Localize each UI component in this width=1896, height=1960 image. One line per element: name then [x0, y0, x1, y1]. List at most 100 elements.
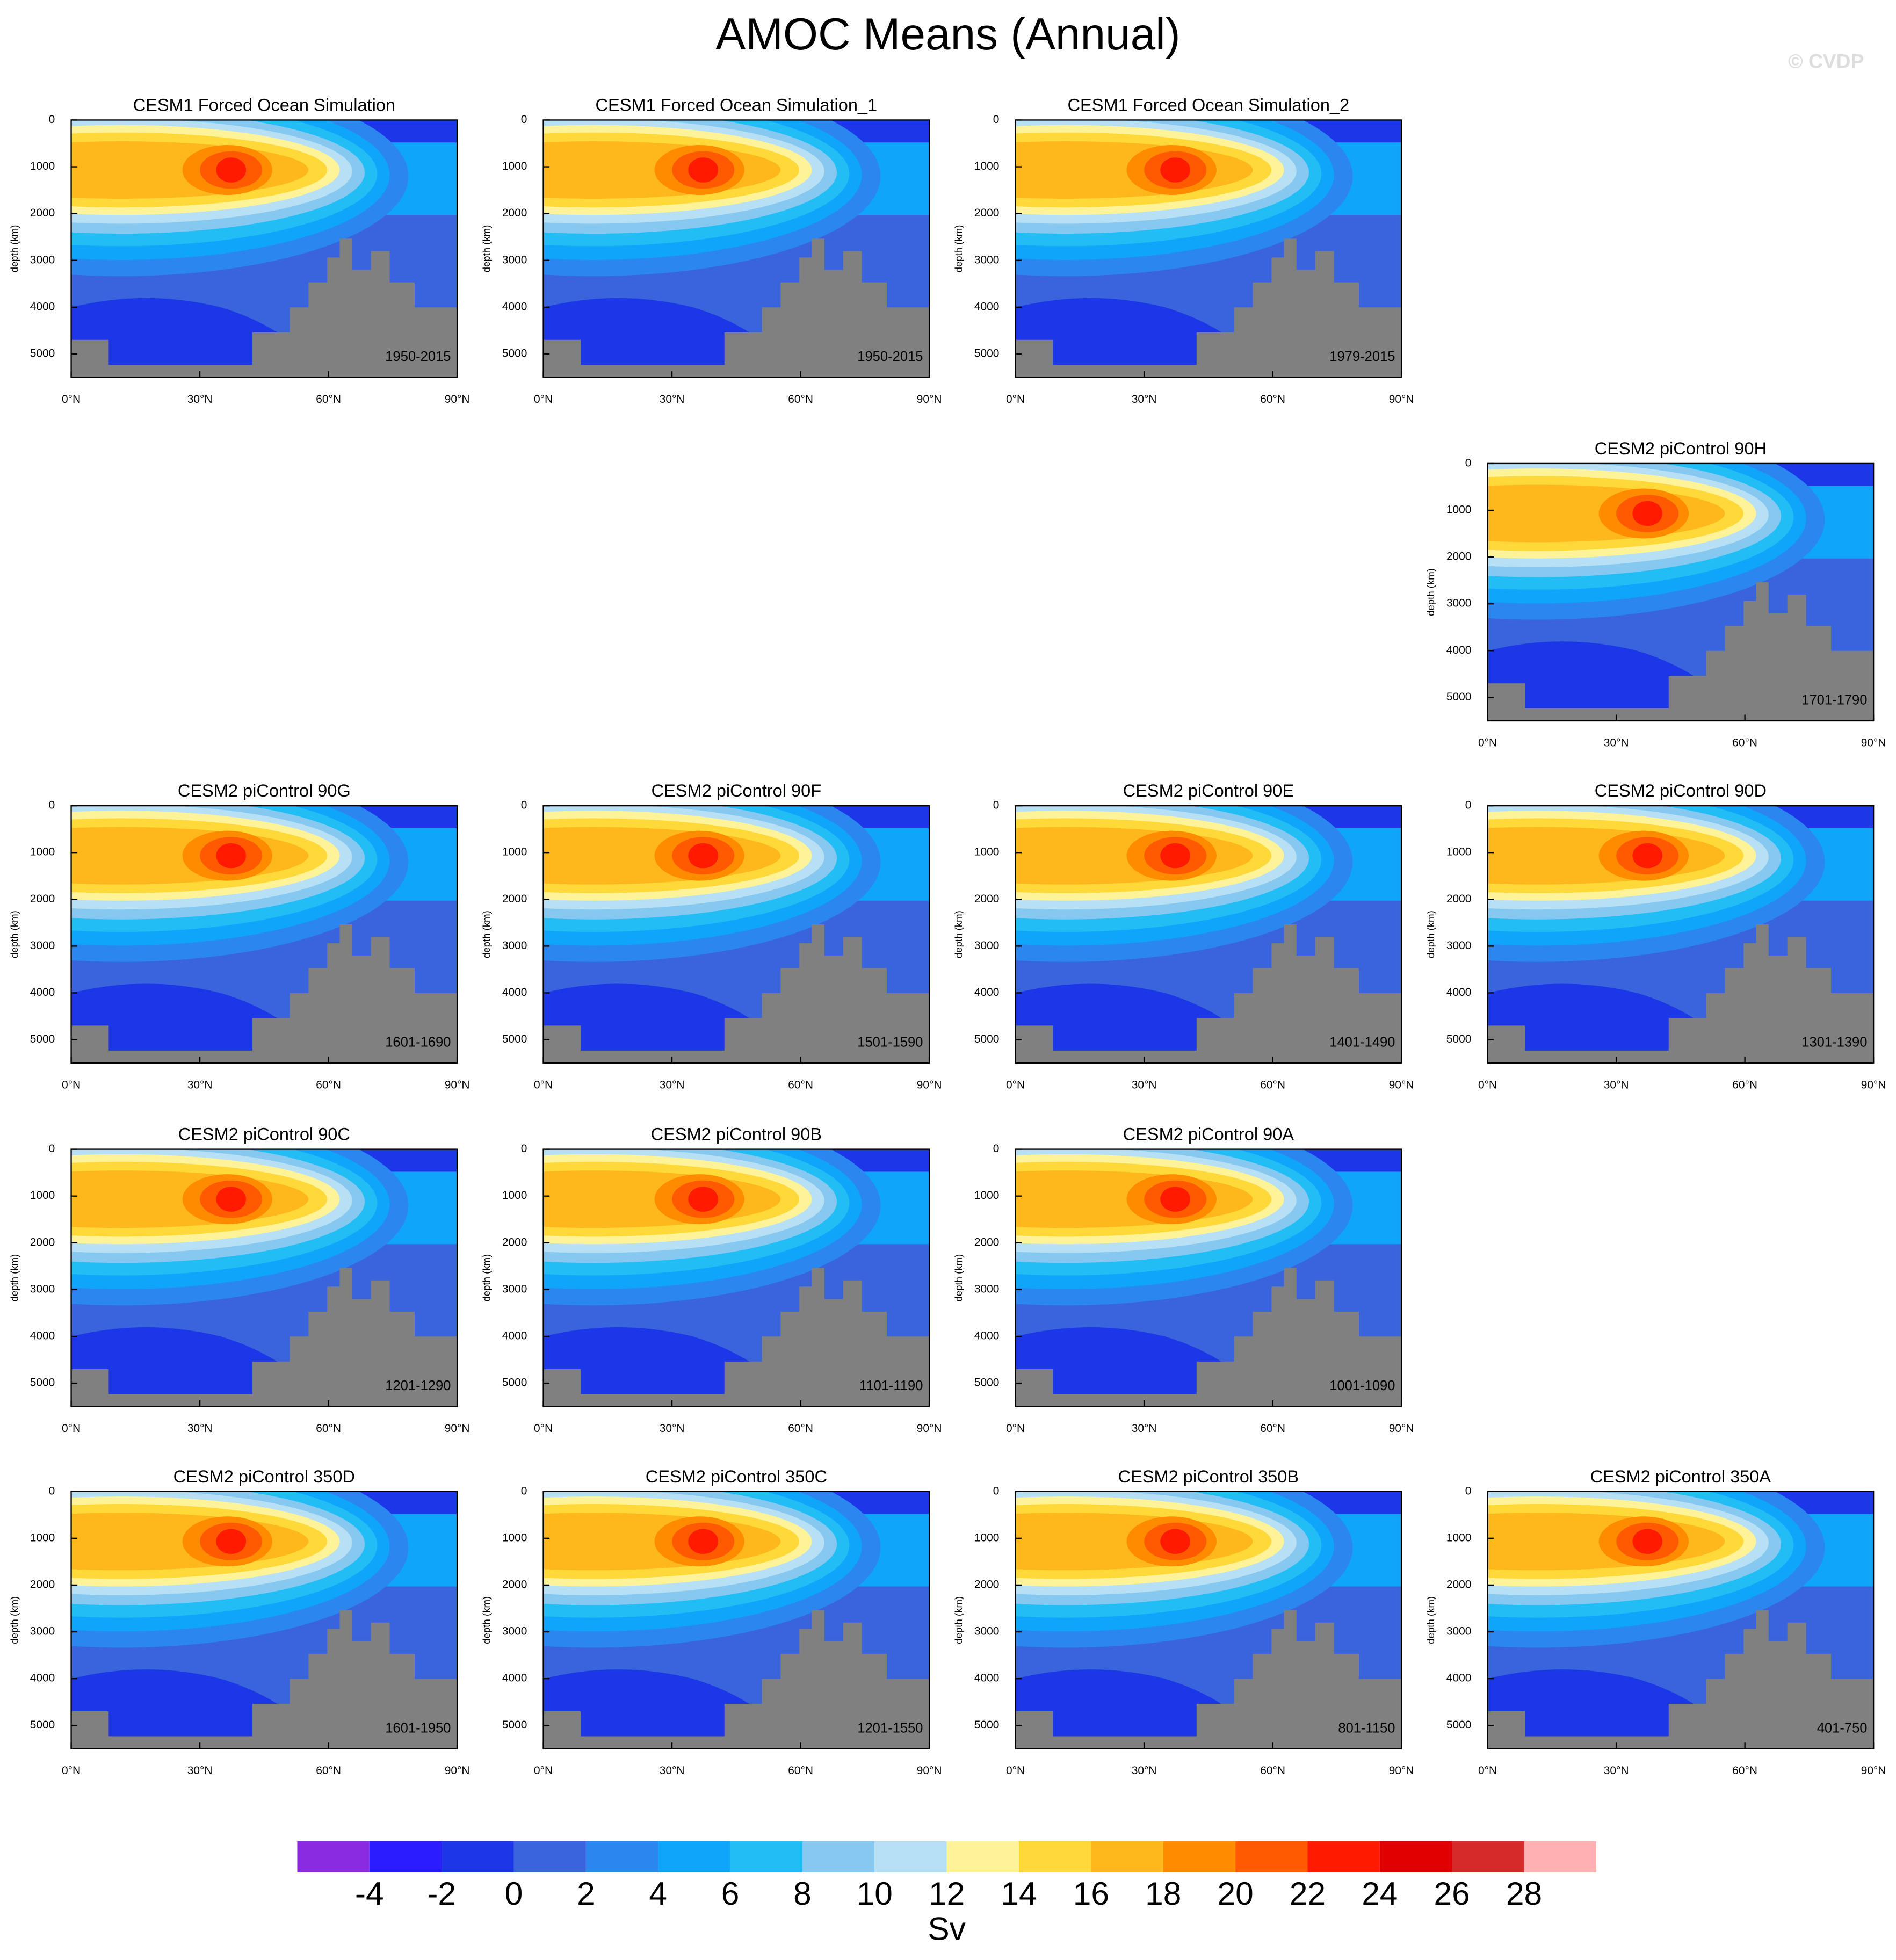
- y-tick-label: 0: [49, 799, 55, 812]
- x-tick-label: 90°N: [1389, 1079, 1414, 1091]
- contour-field: [71, 1491, 458, 1749]
- panel-title: CESM2 piControl 90H: [1595, 439, 1767, 458]
- y-axis-label: depth (km): [953, 910, 964, 958]
- x-tick-label: 0°N: [1478, 736, 1497, 749]
- y-tick-label: 4000: [502, 986, 527, 999]
- panel-title: CESM2 piControl 90E: [1123, 781, 1294, 800]
- y-tick-label: 3000: [974, 254, 1000, 266]
- y-tick-label: 2000: [502, 893, 527, 905]
- x-tick-label: 30°N: [1604, 1079, 1629, 1091]
- y-tick-label: 3000: [974, 1625, 1000, 1638]
- panel-title: CESM2 piControl 350A: [1590, 1467, 1771, 1486]
- y-tick-label: 4000: [974, 1330, 1000, 1342]
- x-tick-label: 0°N: [1006, 1079, 1025, 1091]
- y-tick-label: 5000: [974, 1377, 1000, 1389]
- y-axis-label: depth (km): [481, 910, 492, 958]
- x-tick-label: 90°N: [1389, 393, 1414, 406]
- period-label: 401-750: [1817, 1720, 1868, 1735]
- y-tick-label: 1000: [30, 846, 55, 858]
- y-tick-label: 1000: [502, 160, 527, 172]
- x-tick-label: 30°N: [1132, 393, 1157, 406]
- y-tick-label: 2000: [974, 893, 1000, 905]
- x-tick-label: 90°N: [917, 1764, 942, 1777]
- colorbar-label: -4: [355, 1875, 384, 1912]
- panel: CESM2 piControl 90E 1401-1490 depth (km) 0 1…: [953, 781, 1414, 1091]
- y-tick-label: 3000: [974, 1283, 1000, 1295]
- y-tick-label: 1000: [502, 1189, 527, 1202]
- y-tick-label: 2000: [974, 1578, 1000, 1590]
- colorbar-label: 8: [793, 1875, 812, 1912]
- x-tick-label: 90°N: [1861, 1079, 1886, 1091]
- x-tick-label: 0°N: [62, 393, 81, 406]
- panel: CESM2 piControl 350C 1201-1550 depth (km) 0…: [481, 1467, 942, 1777]
- colorbar-box: [730, 1841, 802, 1873]
- y-tick-label: 5000: [1446, 1719, 1472, 1731]
- y-tick-label: 3000: [1446, 939, 1472, 952]
- y-tick-label: 4000: [30, 1330, 55, 1342]
- x-tick-label: 60°N: [1260, 1079, 1285, 1091]
- y-tick-label: 5000: [1446, 1033, 1472, 1045]
- y-tick-label: 0: [1465, 1485, 1472, 1497]
- plot-frame: [1487, 462, 1875, 722]
- colorbar-box: [1019, 1841, 1091, 1873]
- y-axis-label: depth (km): [9, 1596, 20, 1644]
- y-tick-label: 4000: [974, 986, 1000, 999]
- y-tick-label: 5000: [1446, 691, 1472, 703]
- colorbar-label: -2: [427, 1875, 456, 1912]
- colorbar-label: 12: [929, 1875, 965, 1912]
- y-tick-label: 0: [49, 1142, 55, 1155]
- period-label: 801-1150: [1338, 1720, 1395, 1735]
- x-tick-label: 0°N: [534, 1079, 553, 1091]
- panel-title: CESM2 piControl 90G: [178, 781, 351, 800]
- panel: CESM1 Forced Ocean Simulation 1950-2015 de…: [9, 95, 470, 406]
- y-tick-label: 4000: [1446, 986, 1472, 999]
- colorbar-box: [1163, 1841, 1236, 1873]
- y-axis-label: depth (km): [9, 910, 20, 958]
- panel: CESM2 piControl 350D 1601-1950 depth (km) 0…: [9, 1467, 470, 1777]
- panel: CESM2 piControl 90G 1601-1690 depth (km) 0 1…: [9, 781, 470, 1091]
- x-tick-label: 60°N: [1732, 1079, 1757, 1091]
- x-tick-label: 0°N: [62, 1422, 81, 1435]
- colorbar-label: 4: [649, 1875, 667, 1912]
- y-tick-label: 3000: [502, 939, 527, 952]
- y-tick-label: 2000: [974, 207, 1000, 219]
- panel-title: CESM1 Forced Ocean Simulation_1: [596, 95, 878, 114]
- y-tick-label: 5000: [502, 1377, 527, 1389]
- y-tick-label: 1000: [1446, 1531, 1472, 1544]
- x-tick-label: 90°N: [917, 393, 942, 406]
- y-tick-label: 3000: [974, 939, 1000, 952]
- x-tick-label: 60°N: [316, 1764, 341, 1777]
- y-tick-label: 2000: [1446, 1578, 1472, 1590]
- period-label: 1701-1790: [1801, 693, 1867, 708]
- colorbar-box: [946, 1841, 1019, 1873]
- x-tick-label: 0°N: [62, 1079, 81, 1091]
- contour-field: [71, 806, 458, 1064]
- panel-title: CESM2 piControl 90D: [1595, 781, 1767, 800]
- panel: CESM2 piControl 350A 401-750 depth (km) 0 10…: [1425, 1467, 1886, 1777]
- x-tick-label: 0°N: [534, 1422, 553, 1435]
- colorbar-box: [369, 1841, 442, 1873]
- colorbar-label: 20: [1217, 1875, 1253, 1912]
- x-tick-label: 90°N: [445, 1764, 470, 1777]
- x-tick-label: 0°N: [1006, 1764, 1025, 1777]
- plot-frame: [1015, 1148, 1402, 1407]
- colorbar-label: 26: [1434, 1875, 1470, 1912]
- period-label: 1950-2015: [857, 349, 923, 364]
- y-tick-label: 1000: [30, 1189, 55, 1202]
- colorbar-label: 22: [1290, 1875, 1326, 1912]
- colorbar-box: [1091, 1841, 1163, 1873]
- colorbar-label: 18: [1145, 1875, 1181, 1912]
- x-tick-label: 30°N: [1604, 1764, 1629, 1777]
- y-tick-label: 1000: [502, 1531, 527, 1544]
- x-tick-label: 0°N: [62, 1764, 81, 1777]
- y-tick-label: 1000: [974, 1531, 1000, 1544]
- period-label: 1601-1950: [385, 1720, 451, 1735]
- y-tick-label: 5000: [30, 1719, 55, 1731]
- panel: CESM2 piControl 350B 801-1150 depth (km) 0 1…: [953, 1467, 1414, 1777]
- y-tick-label: 4000: [1446, 644, 1472, 656]
- y-tick-label: 5000: [502, 1719, 527, 1731]
- y-tick-label: 3000: [502, 1283, 527, 1295]
- colorbar-label: 16: [1073, 1875, 1109, 1912]
